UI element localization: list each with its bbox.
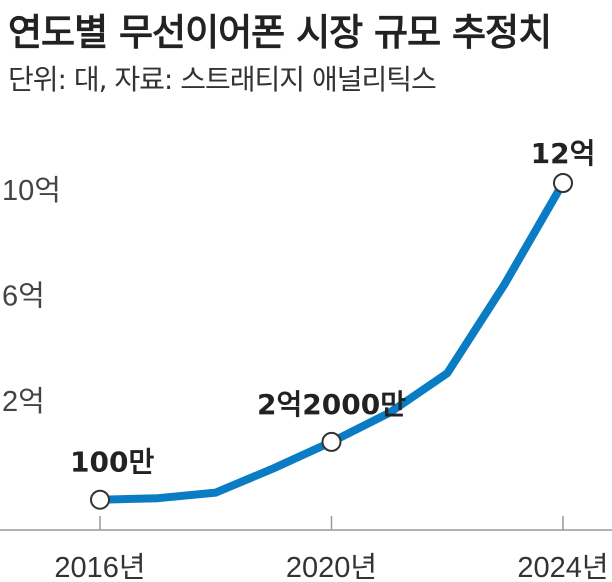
y-tick-label: 2억: [2, 386, 45, 418]
data-label: 100만: [70, 446, 154, 479]
data-point-marker: [90, 489, 110, 510]
data-label: 2억2000만: [257, 388, 406, 421]
data-point-marker: [553, 173, 573, 193]
x-tick-label: 2024년: [517, 552, 608, 582]
chart-title: 연도별 무선이어폰 시장 규모 추정치: [8, 11, 552, 54]
chart-subtitle: 단위: 대, 자료: 스트래티지 애널리틱스: [8, 63, 437, 96]
x-tick-label: 2020년: [286, 552, 377, 582]
x-tick-label: 2016년: [54, 552, 145, 582]
series-line: [96, 179, 567, 504]
y-tick-label: 6억: [2, 281, 45, 313]
data-label: 12억: [531, 137, 596, 170]
data-point-marker: [321, 431, 342, 452]
y-tick-label: 10억: [2, 175, 61, 207]
